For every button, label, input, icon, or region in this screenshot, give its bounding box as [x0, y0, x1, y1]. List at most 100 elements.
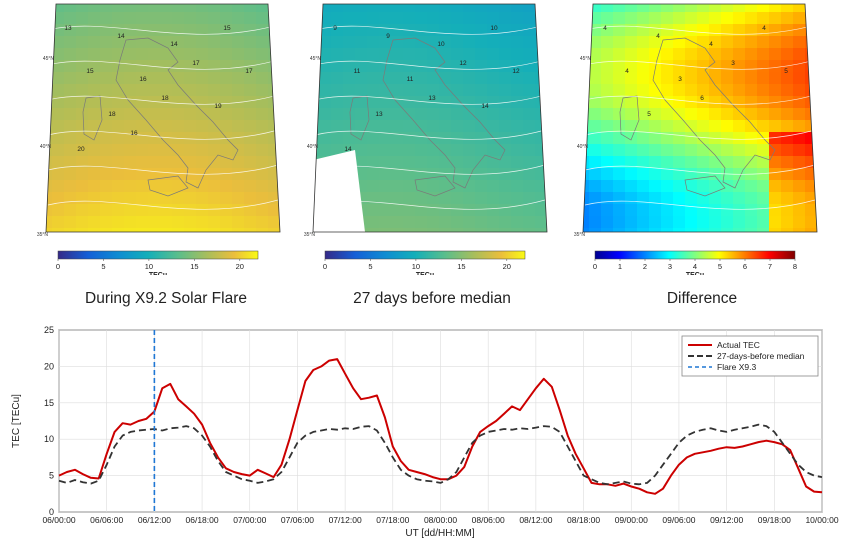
x-tick-label: 08/18:00 — [567, 515, 600, 525]
contour-line — [314, 24, 546, 35]
contour-line — [584, 129, 816, 140]
colorbar-tick-label: 20 — [236, 262, 244, 271]
series-line-actual-tec — [58, 358, 823, 495]
x-tick-label: 07/06:00 — [281, 515, 314, 525]
y-tick-label: 0 — [49, 507, 54, 517]
caption-difference: Difference — [666, 290, 738, 307]
x-tick-label: 08/00:00 — [424, 515, 457, 525]
colorbar-tick-label: 15 — [190, 262, 198, 271]
legend-label-median: 27-days-before median — [717, 351, 805, 361]
x-tick-label: 07/12:00 — [329, 515, 362, 525]
x-tick-label: 06/18:00 — [186, 515, 219, 525]
map-frame — [312, 3, 548, 233]
x-tick-label: 08/06:00 — [472, 515, 505, 525]
y-ticks: 0 5 10 15 20 25 — [44, 325, 54, 517]
contour-label: 18 — [161, 95, 169, 102]
colorbar-tick-label: 0 — [323, 262, 327, 271]
colorbar-tick-label: 0 — [56, 262, 60, 271]
tec-timeseries-chart: 06/00:00 06/06:00 06/12:00 06/18:00 07/00:00… — [11, 325, 839, 539]
lat-label: 40°N — [307, 144, 319, 150]
contour-label: 12 — [459, 60, 467, 67]
colorbar — [324, 250, 526, 260]
map-frame — [45, 3, 281, 233]
colorbar-tick-label: 1 — [618, 262, 622, 271]
x-tick-label: 09/18:00 — [758, 515, 791, 525]
lat-label: 40°N — [577, 144, 589, 150]
x-tick-label: 09/00:00 — [615, 515, 648, 525]
colorbar-tick-label: 2 — [643, 262, 647, 271]
contour-label: 14 — [117, 33, 125, 40]
contour-line — [314, 94, 546, 105]
legend-label-actual: Actual TEC — [717, 340, 760, 350]
contour-label: 19 — [214, 103, 222, 110]
contour-label: 14 — [344, 146, 352, 153]
contour-label: 4 — [656, 33, 660, 40]
colorbar-tick-label: 5 — [368, 262, 372, 271]
y-tick-label: 5 — [49, 471, 54, 481]
colorbar — [594, 250, 796, 260]
contour-label: 12 — [512, 68, 520, 75]
lat-label: 45°N — [310, 56, 322, 62]
map-panel-flare: 13 14 14 15 15 16 17 17 18 18 19 20 16 45°N 40°N 35°N 0 5… — [28, 0, 308, 279]
coastline — [652, 37, 776, 189]
colorbar-tick-label: 6 — [743, 262, 747, 271]
lat-label: 45°N — [43, 56, 55, 62]
coastline — [382, 37, 506, 189]
contour-label: 11 — [407, 76, 414, 83]
legend: Actual TEC 27-days-before median Flare X… — [681, 335, 819, 377]
colorbar-tick-label: 15 — [457, 262, 465, 271]
map-field — [46, 4, 280, 232]
series-lines — [58, 330, 823, 512]
contour-line — [584, 164, 816, 175]
map-flare: 13 14 14 15 15 16 17 17 18 18 19 20 16 45°N 40°N 35°N 0 5… — [37, 3, 281, 279]
contour-label: 9 — [386, 33, 390, 40]
map-median: 9 9 10 10 11 11 12 12 13 13 14 14 45°N 40°N 35°N 0 5 10 15… — [304, 3, 548, 279]
contour-label: 18 — [108, 111, 116, 118]
contour-label: 14 — [481, 103, 489, 110]
colorbar-tick-label: 7 — [768, 262, 772, 271]
y-tick-label: 15 — [44, 398, 54, 408]
map-frame — [582, 3, 818, 233]
colorbar-tick-label: 3 — [668, 262, 672, 271]
contour-label: 13 — [375, 111, 383, 118]
contour-line — [584, 59, 816, 70]
lat-label: 35°N — [574, 232, 586, 238]
contour-label: 15 — [223, 25, 231, 32]
colorbar-label: TECu — [149, 272, 167, 275]
contour-line — [47, 24, 279, 35]
map-difference: 4 4 4 4 4 3 3 5 5 6 45°N 40°N 35°N 0 1 2 3 4 5 6 7 8 TECu — [574, 3, 818, 279]
colorbar-tick-label: 20 — [503, 262, 511, 271]
contour-line — [47, 199, 279, 210]
colorbar-label: TECu — [686, 272, 704, 275]
caption-flare: During X9.2 Solar Flare — [85, 290, 247, 307]
contour-label: 4 — [603, 25, 607, 32]
lat-label: 40°N — [40, 144, 52, 150]
colorbar-tick-label: 0 — [593, 262, 597, 271]
x-tick-label: 06/00:00 — [42, 515, 75, 525]
lat-label: 45°N — [580, 56, 592, 62]
contour-label: 4 — [709, 41, 713, 48]
colorbar-label: TECu — [416, 272, 434, 275]
contour-label: 17 — [245, 68, 253, 75]
contour-line — [314, 164, 546, 175]
contour-line — [314, 129, 546, 140]
y-tick-label: 10 — [44, 434, 54, 444]
contour-line — [584, 94, 816, 105]
contour-label: 20 — [77, 146, 85, 153]
contour-line — [584, 199, 816, 210]
map-panel-median: 9 9 10 10 11 11 12 12 13 13 14 14 45°N 40°N 35°N 0 5 10 15… — [295, 0, 575, 279]
lat-label: 35°N — [37, 232, 49, 238]
contour-label: 4 — [625, 68, 629, 75]
caption-median: 27 days before median — [353, 290, 511, 307]
colorbar-tick-label: 10 — [145, 262, 153, 271]
contour-label: 15 — [86, 68, 94, 75]
colorbar-tick-label: 10 — [412, 262, 420, 271]
contour-label: 3 — [678, 76, 682, 83]
map-panel-difference: 4 4 4 4 4 3 3 5 5 6 45°N 40°N 35°N 0 1 2 3 4 5 6 7 8 TECu — [565, 0, 845, 279]
x-tick-label: 07/00:00 — [233, 515, 266, 525]
colorbar — [57, 250, 259, 260]
contour-line — [314, 199, 546, 210]
contour-label: 13 — [64, 25, 72, 32]
colorbar-tick-label: 5 — [718, 262, 722, 271]
contour-line — [584, 24, 816, 35]
